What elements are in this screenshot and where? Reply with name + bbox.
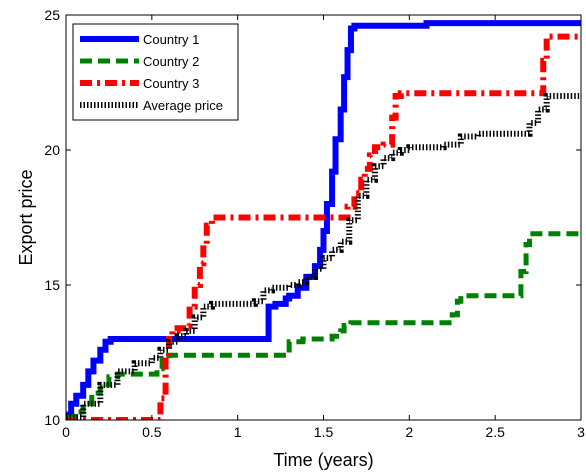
legend-label: Country 3 [143,76,199,91]
y-axis: 10 15 20 25 [44,7,581,428]
legend-label: Average price [143,98,223,113]
series-line-1 [66,20,581,418]
series-line-4 [66,93,581,420]
y-tick-label: 25 [44,7,60,23]
series-line-3 [66,33,581,420]
y-tick-label: 10 [44,412,60,428]
legend-label: Country 1 [143,32,199,47]
x-tick-label: 3 [577,424,585,440]
series-line-2 [66,231,581,420]
y-tick-label: 15 [44,277,60,293]
x-tick-label: 0.5 [142,424,162,440]
x-axis-label: Time (years) [273,450,373,470]
legend: Country 1 Country 2 Country 3 Average price [72,23,239,121]
x-tick-label: 2 [405,424,413,440]
x-tick-label: 1 [234,424,242,440]
x-tick-label: 2.5 [485,424,505,440]
y-axis-label: Export price [16,169,36,265]
y-tick-label: 20 [44,142,60,158]
plot-area [66,20,581,420]
legend-label: Country 2 [143,54,199,69]
x-tick-label: 0 [62,424,70,440]
x-axis: 0 0.5 1 1.5 2 2.5 3 [62,15,585,440]
x-tick-label: 1.5 [314,424,334,440]
